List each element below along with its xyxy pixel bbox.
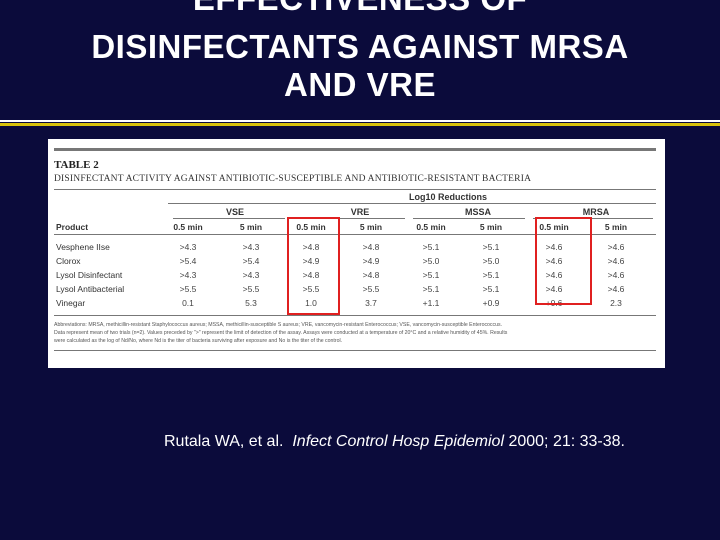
table-cell: 2.3 [610, 298, 622, 308]
table-cell: >5.1 [422, 242, 440, 252]
body-bottom-rule [54, 315, 656, 316]
group-header-mrsa: MRSA [582, 207, 610, 217]
subheader: 5 min [239, 222, 263, 232]
slide-title-line-3: AND VRE [283, 66, 437, 103]
table-cell: 3.7 [365, 298, 377, 308]
subheader: 0.5 min [539, 222, 569, 232]
table-cell: >4.3 [179, 270, 197, 280]
table-cell: >4.8 [362, 270, 380, 280]
group-rule-vre [293, 218, 405, 219]
table-cell: >5.1 [422, 284, 440, 294]
table-cell: >4.6 [545, 256, 563, 266]
table-cell: 5.3 [245, 298, 257, 308]
group-header-vre: VRE [350, 207, 370, 217]
table-cell: +0.9 [482, 298, 500, 308]
highlight-box-vre [287, 217, 340, 315]
table-cell: >4.9 [302, 256, 320, 266]
slide-title-line-1: EFFECTIVENESS OF [0, 0, 720, 18]
group-header-vse: VSE [225, 207, 244, 217]
table-cell: >4.3 [242, 270, 260, 280]
divider-yellow [0, 123, 720, 126]
subheader: 0.5 min [173, 222, 203, 232]
divider-white [0, 120, 720, 122]
table-label: TABLE 2 [54, 159, 99, 171]
row-product: Vesphene IIse [56, 242, 110, 252]
subheader: 0.5 min [416, 222, 446, 232]
table-cell: >4.8 [362, 242, 380, 252]
subheader: 5 min [479, 222, 503, 232]
table-cell: >5.1 [482, 284, 500, 294]
table-cell: >4.6 [545, 284, 563, 294]
table-cell: >4.3 [242, 242, 260, 252]
row-product: Lysol Antibacterial [56, 284, 125, 294]
table-cell: >5.1 [422, 270, 440, 280]
header-rule [54, 234, 656, 235]
table-cell: >4.8 [302, 270, 320, 280]
log-header-rule [168, 203, 656, 204]
table-cell: >4.6 [545, 270, 563, 280]
table-cell: >4.6 [607, 284, 625, 294]
subheader: 5 min [604, 222, 628, 232]
table-cell: >4.3 [179, 242, 197, 252]
group-rule-vse [173, 218, 285, 219]
row-product: Lysol Disinfectant [56, 270, 123, 280]
table-cell: >5.5 [179, 284, 197, 294]
group-rule-mrsa [533, 218, 653, 219]
table-cell: >5.5 [242, 284, 260, 294]
table-cell: >5.4 [242, 256, 260, 266]
table-cell: >5.1 [482, 242, 500, 252]
subheader: 5 min [359, 222, 383, 232]
table-footnote-1: Abbreviations: MRSA, methicillin-resista… [54, 322, 503, 328]
table-bottom-rule [54, 350, 656, 351]
log-reductions-header: Log10 Reductions [408, 192, 487, 202]
caption-rule [54, 189, 656, 190]
table-cell: +1.1 [422, 298, 440, 308]
citation-journal: Infect Control Hosp Epidemiol [292, 433, 504, 450]
citation: Rutala WA, et al. Infect Control Hosp Ep… [164, 433, 625, 451]
subheader: 0.5 min [296, 222, 326, 232]
row-product: Clorox [56, 256, 81, 266]
slide-title-line-2: DISINFECTANTS AGAINST MRSA [91, 28, 629, 65]
table-cell: >5.5 [302, 284, 320, 294]
row-product: Vinegar [56, 298, 86, 308]
table-cell: >4.6 [607, 242, 625, 252]
highlight-box-mrsa [535, 217, 592, 305]
citation-details: 2000; 21: 33-38. [508, 433, 625, 450]
table-cell: 1.0 [305, 298, 317, 308]
table-top-rule [54, 148, 656, 151]
table-cell: >5.5 [362, 284, 380, 294]
table-cell: 0.1 [182, 298, 194, 308]
citation-authors: Rutala WA, et al. [164, 433, 284, 450]
table-cell: >4.6 [545, 242, 563, 252]
table-cell: >4.6 [607, 256, 625, 266]
table-cell: >5.4 [179, 256, 197, 266]
table-cell: >5.0 [422, 256, 440, 266]
table-cell: >5.0 [482, 256, 500, 266]
table-caption: DISINFECTANT ACTIVITY AGAINST ANTIBIOTIC… [54, 174, 532, 184]
title-band: EFFECTIVENESS OF DISINFECTANTS AGAINST M… [0, 0, 720, 118]
table-cell: >4.9 [362, 256, 380, 266]
table-footnote-3: were calculated as the log of Nd/No, whe… [54, 338, 343, 344]
table-cell: >5.1 [482, 270, 500, 280]
table-footnote-2: Data represent mean of two trials (n=2).… [54, 330, 508, 336]
table-cell: >4.6 [607, 270, 625, 280]
group-rule-mssa [413, 218, 525, 219]
table-image: TABLE 2 DISINFECTANT ACTIVITY AGAINST AN… [48, 139, 665, 368]
group-header-mssa: MSSA [464, 207, 491, 217]
product-column-header: Product [56, 222, 89, 232]
table-cell: >4.8 [302, 242, 320, 252]
